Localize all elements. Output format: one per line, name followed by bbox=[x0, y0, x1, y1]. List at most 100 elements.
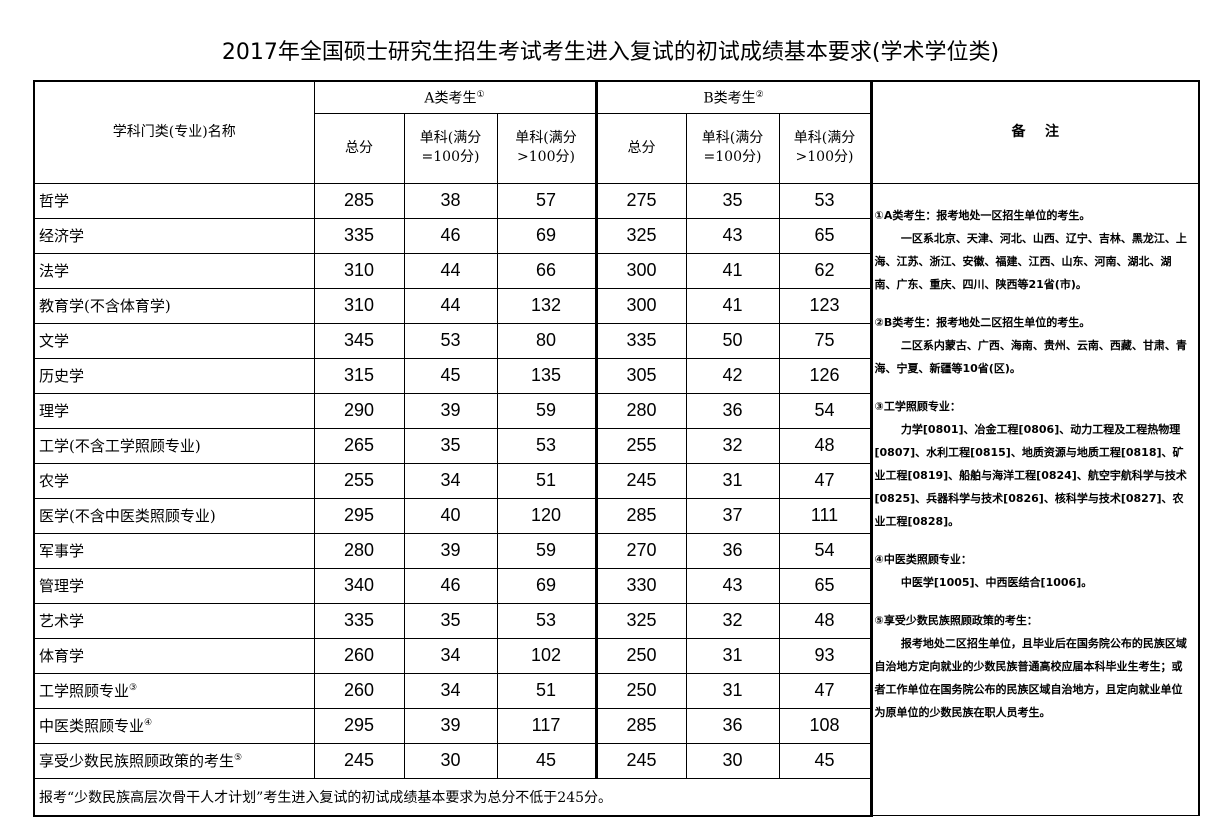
a-score-single-over100: 51 bbox=[496, 462, 597, 499]
page-title: 2017年全国硕士研究生招生考试考生进入复试的初试成绩基本要求(学术学位类) bbox=[221, 40, 1000, 65]
b-score-single100: 37 bbox=[685, 497, 780, 534]
subject-name: 享受少数民族照顾政策的考生⑤ bbox=[33, 742, 315, 779]
b-score-single100: 36 bbox=[685, 392, 780, 429]
a-score-single100: 40 bbox=[403, 497, 498, 534]
b-score-single100: 31 bbox=[685, 462, 780, 499]
b-score-total: 305 bbox=[594, 357, 687, 394]
group-a-header: A类考生① bbox=[313, 80, 597, 114]
b-score-single100: 32 bbox=[685, 427, 780, 464]
b-score-total: 300 bbox=[594, 252, 687, 289]
a-score-total: 280 bbox=[313, 532, 405, 569]
b-score-single-over100: 65 bbox=[778, 567, 872, 604]
table-row: 教育学(不含体育学) 310 44 132 300 41 123 bbox=[33, 287, 1199, 324]
table-row: 工学(不含工学照顾专业) 265 35 53 255 32 48 bbox=[33, 427, 1199, 464]
b-score-single100: 36 bbox=[685, 707, 780, 744]
a-total-header: 总分 bbox=[313, 112, 405, 184]
b-score-single-over100: 108 bbox=[778, 707, 872, 744]
a-single-over100-header: 单科(满分>100分) bbox=[496, 112, 597, 184]
b-score-single-over100: 45 bbox=[778, 742, 872, 779]
notes-header: 备 注 bbox=[869, 80, 1200, 184]
a-score-total: 260 bbox=[313, 672, 405, 709]
subject-name: 艺术学 bbox=[33, 602, 315, 639]
b-score-total: 335 bbox=[594, 322, 687, 359]
subject-name: 农学 bbox=[33, 462, 315, 499]
b-score-single-over100: 48 bbox=[778, 602, 872, 639]
a-score-single100: 39 bbox=[403, 707, 498, 744]
subject-name: 管理学 bbox=[33, 567, 315, 604]
subject-name: 中医类照顾专业④ bbox=[33, 707, 315, 744]
b-score-single-over100: 123 bbox=[778, 287, 872, 324]
subject-name: 文学 bbox=[33, 322, 315, 359]
a-score-single100: 39 bbox=[403, 532, 498, 569]
b-score-total: 325 bbox=[594, 217, 687, 254]
b-score-single100: 43 bbox=[685, 217, 780, 254]
subject-name: 法学 bbox=[33, 252, 315, 289]
b-score-single-over100: 53 bbox=[778, 182, 872, 219]
subject-name: 经济学 bbox=[33, 217, 315, 254]
a-score-single-over100: 69 bbox=[496, 567, 597, 604]
note-item: ⑤享受少数民族照顾政策的考生： 报考地处二区招生单位，且毕业后在国务院公布的民族区… bbox=[874, 613, 1187, 719]
b-score-single100: 30 bbox=[685, 742, 780, 779]
subject-name: 医学(不含中医类照顾专业) bbox=[33, 497, 315, 534]
b-score-total: 275 bbox=[594, 182, 687, 219]
b-score-single100: 36 bbox=[685, 532, 780, 569]
b-score-single100: 50 bbox=[685, 322, 780, 359]
a-score-single-over100: 59 bbox=[496, 532, 597, 569]
table-row: 经济学 335 46 69 325 43 65 bbox=[33, 217, 1199, 254]
subject-name: 历史学 bbox=[33, 357, 315, 394]
a-score-single-over100: 102 bbox=[496, 637, 597, 674]
a-score-total: 295 bbox=[313, 497, 405, 534]
a-score-total: 335 bbox=[313, 602, 405, 639]
a-score-single100: 46 bbox=[403, 217, 498, 254]
a-score-single-over100: 51 bbox=[496, 672, 597, 709]
b-score-single100: 32 bbox=[685, 602, 780, 639]
a-score-total: 265 bbox=[313, 427, 405, 464]
a-score-total: 295 bbox=[313, 707, 405, 744]
subject-name: 工学照顾专业③ bbox=[33, 672, 315, 709]
table-row: 艺术学 335 35 53 325 32 48 bbox=[33, 602, 1199, 639]
a-score-single100: 44 bbox=[403, 252, 498, 289]
b-score-total: 250 bbox=[594, 637, 687, 674]
subject-name: 军事学 bbox=[33, 532, 315, 569]
a-score-single100: 34 bbox=[403, 462, 498, 499]
table-row: 农学 255 34 51 245 31 47 bbox=[33, 462, 1199, 499]
a-score-total: 315 bbox=[313, 357, 405, 394]
table-row: 管理学 340 46 69 330 43 65 bbox=[33, 567, 1199, 604]
note-item: ①A类考生：报考地处一区招生单位的考生。 一区系北京、天津、河北、山西、辽宁、吉林… bbox=[874, 208, 1187, 291]
table-row: 文学 345 53 80 335 50 75 bbox=[33, 322, 1199, 359]
b-score-total: 245 bbox=[594, 462, 687, 499]
b-score-total: 280 bbox=[594, 392, 687, 429]
a-score-total: 285 bbox=[313, 182, 405, 219]
a-score-single-over100: 69 bbox=[496, 217, 597, 254]
a-score-single-over100: 80 bbox=[496, 322, 597, 359]
subject-header: 学科门类(专业)名称 bbox=[33, 80, 315, 184]
subject-name: 教育学(不含体育学) bbox=[33, 287, 315, 324]
a-score-single100: 30 bbox=[403, 742, 498, 779]
b-score-total: 325 bbox=[594, 602, 687, 639]
a-score-single100: 44 bbox=[403, 287, 498, 324]
a-score-single100: 38 bbox=[403, 182, 498, 219]
b-score-single100: 41 bbox=[685, 287, 780, 324]
b-score-single-over100: 75 bbox=[778, 322, 872, 359]
b-score-single-over100: 47 bbox=[778, 672, 872, 709]
a-score-single100: 46 bbox=[403, 567, 498, 604]
a-score-single-over100: 66 bbox=[496, 252, 597, 289]
b-score-single-over100: 62 bbox=[778, 252, 872, 289]
subject-name: 工学(不含工学照顾专业) bbox=[33, 427, 315, 464]
b-score-total: 250 bbox=[594, 672, 687, 709]
note-item: ④中医类照顾专业： 中医学[1005]、中西医结合[1006]。 bbox=[874, 552, 1093, 589]
b-score-single-over100: 65 bbox=[778, 217, 872, 254]
b-score-total: 245 bbox=[594, 742, 687, 779]
a-score-single-over100: 59 bbox=[496, 392, 597, 429]
a-score-single100: 35 bbox=[403, 427, 498, 464]
a-score-total: 255 bbox=[313, 462, 405, 499]
a-score-single-over100: 53 bbox=[496, 602, 597, 639]
a-score-single100: 34 bbox=[403, 637, 498, 674]
b-single100-header: 单科(满分=100分) bbox=[685, 112, 780, 184]
b-score-single100: 42 bbox=[685, 357, 780, 394]
a-score-single-over100: 45 bbox=[496, 742, 597, 779]
a-score-single-over100: 132 bbox=[496, 287, 597, 324]
b-score-single-over100: 54 bbox=[778, 392, 872, 429]
a-score-single-over100: 135 bbox=[496, 357, 597, 394]
note-item: ②B类考生：报考地处二区招生单位的考生。 二区系内蒙古、广西、海南、贵州、云南、西… bbox=[874, 315, 1187, 375]
